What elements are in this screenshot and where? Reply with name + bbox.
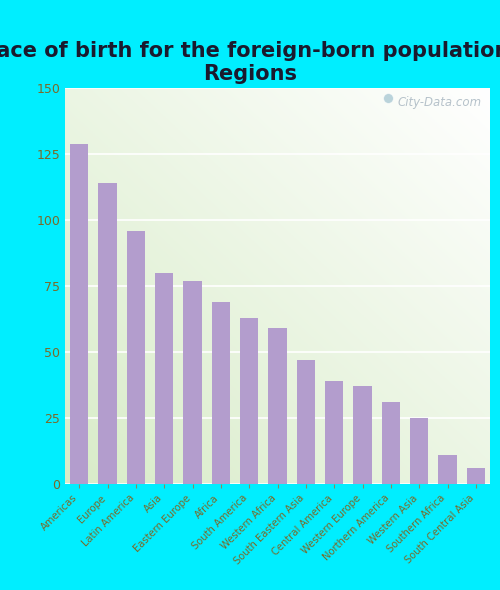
Bar — [325, 381, 344, 484]
Bar — [438, 455, 456, 484]
Bar — [155, 273, 174, 484]
Bar — [410, 418, 428, 484]
Bar — [354, 386, 372, 484]
Bar — [466, 468, 485, 484]
Bar — [126, 231, 145, 484]
Bar — [240, 318, 258, 484]
Bar — [184, 281, 202, 484]
Bar — [98, 183, 116, 484]
Text: Place of birth for the foreign-born population -
Regions: Place of birth for the foreign-born popu… — [0, 41, 500, 84]
Bar — [268, 328, 286, 484]
Bar — [70, 144, 88, 484]
Bar — [212, 302, 230, 484]
Bar — [296, 360, 315, 484]
Bar — [382, 402, 400, 484]
Text: City-Data.com: City-Data.com — [398, 96, 481, 109]
